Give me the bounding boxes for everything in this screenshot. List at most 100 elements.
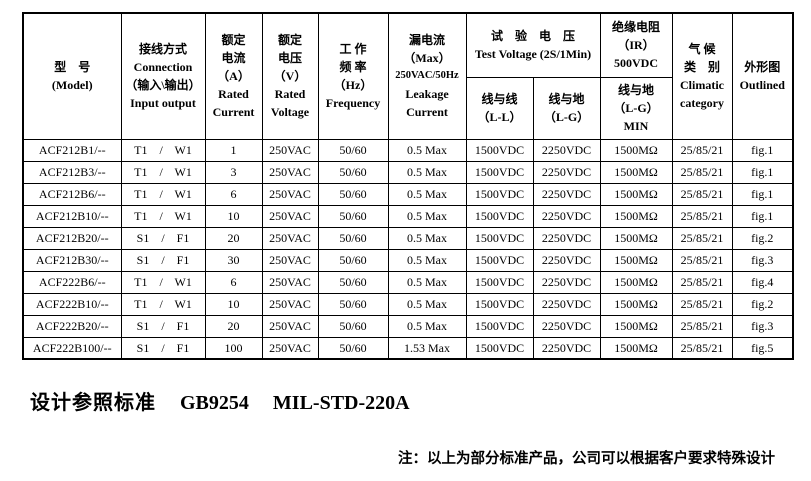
header-line: Rated (274, 87, 306, 102)
table-row: ACF212B20/-- S1 / F1 20 250VAC 50/60 0.5… (22, 226, 794, 250)
connection-cell: T1 / W1 (120, 160, 206, 184)
test-voltage-lg-cell: 2250VDC (532, 138, 601, 162)
header-line: Connection (133, 60, 193, 75)
insulation-resistance-cell: 1500MΩ (599, 270, 673, 294)
insulation-resistance-cell: 1500MΩ (599, 204, 673, 228)
header-line: Climatic (680, 78, 725, 93)
frequency-cell: 50/60 (317, 138, 389, 162)
test-voltage-ll-cell: 1500VDC (465, 182, 534, 206)
test-voltage-ll-cell: 1500VDC (465, 292, 534, 316)
climatic-cell: 25/85/21 (671, 248, 733, 272)
test-voltage-ll-cell: 1500VDC (465, 226, 534, 250)
header-line: 工 作 (339, 42, 367, 57)
design-standards-line: 设计参照标准 GB9254 MIL-STD-220A (30, 386, 410, 415)
header-insulation-resistance: 绝缘电阻 （IR） 500VDC (599, 12, 673, 78)
insulation-resistance-cell: 1500MΩ (599, 138, 673, 162)
climatic-cell: 25/85/21 (671, 270, 733, 294)
rated-voltage-cell: 250VAC (261, 292, 319, 316)
header-line: 线与地 (618, 83, 655, 97)
header-line: 线与线 (481, 92, 518, 106)
insulation-resistance-cell: 1500MΩ (599, 336, 673, 360)
figure-cell: fig.1 (731, 182, 794, 206)
table-row: ACF212B1/-- T1 / W1 1 250VAC 50/60 0.5 M… (22, 138, 794, 162)
frequency-cell: 50/60 (317, 248, 389, 272)
leakage-cell: 0.5 Max (387, 314, 467, 338)
header-line: (Model) (51, 78, 93, 93)
climatic-cell: 25/85/21 (671, 138, 733, 162)
insulation-resistance-cell: 1500MΩ (599, 314, 673, 338)
header-line-to-line: 线与线 （L-L） (465, 76, 534, 140)
leakage-cell: 0.5 Max (387, 270, 467, 294)
climatic-cell: 25/85/21 (671, 204, 733, 228)
rated-voltage-cell: 250VAC (261, 138, 319, 162)
rated-voltage-cell: 250VAC (261, 204, 319, 228)
connection-cell: S1 / F1 (120, 248, 206, 272)
leakage-cell: 0.5 Max (387, 248, 467, 272)
rated-voltage-cell: 250VAC (261, 182, 319, 206)
header-test-voltage: 试 验 电 压 Test Voltage (2S/1Min) (465, 12, 601, 78)
figure-cell: fig.2 (731, 226, 794, 250)
header-rated-voltage: 额定 电压 （V） Rated Voltage (261, 12, 319, 140)
test-voltage-lg-cell: 2250VDC (532, 226, 601, 250)
header-line-to-ground: 线与地 （L-G） (532, 76, 601, 140)
rated-current-cell: 30 (204, 248, 263, 272)
test-voltage-ll-cell: 1500VDC (465, 160, 534, 184)
rated-voltage-cell: 250VAC (261, 336, 319, 360)
header-line: （L-L） (477, 110, 522, 124)
frequency-cell: 50/60 (317, 292, 389, 316)
spec-table: 型 号 (Model) 接线方式 Connection （输入\输出） Inpu… (22, 12, 795, 360)
leakage-cell: 0.5 Max (387, 204, 467, 228)
model-cell: ACF222B6/-- (22, 270, 122, 294)
connection-cell: T1 / W1 (120, 292, 206, 316)
header-line: 500VDC (614, 56, 659, 71)
rated-current-cell: 1 (204, 138, 263, 162)
leakage-cell: 0.5 Max (387, 160, 467, 184)
table-row: ACF222B20/-- S1 / F1 20 250VAC 50/60 0.5… (22, 314, 794, 338)
connection-cell: T1 / W1 (120, 204, 206, 228)
rated-current-cell: 6 (204, 182, 263, 206)
header-line: 试 验 电 压 (491, 29, 576, 44)
header-line: 电流 (221, 51, 246, 66)
test-voltage-lg-cell: 2250VDC (532, 160, 601, 184)
figure-cell: fig.4 (731, 270, 794, 294)
figure-cell: fig.3 (731, 248, 794, 272)
table-row: ACF222B100/-- S1 / F1 100 250VAC 50/60 1… (22, 336, 794, 360)
figure-cell: fig.1 (731, 138, 794, 162)
model-cell: ACF222B20/-- (22, 314, 122, 338)
leakage-cell: 0.5 Max (387, 292, 467, 316)
table-row: ACF212B30/-- S1 / F1 30 250VAC 50/60 0.5… (22, 248, 794, 272)
leakage-cell: 0.5 Max (387, 138, 467, 162)
leakage-cell: 0.5 Max (387, 226, 467, 250)
model-cell: ACF212B10/-- (22, 204, 122, 228)
frequency-cell: 50/60 (317, 182, 389, 206)
header-line: （IR） (617, 38, 655, 53)
header-line: 频 率 (339, 60, 367, 75)
test-voltage-lg-cell: 2250VDC (532, 336, 601, 360)
frequency-cell: 50/60 (317, 160, 389, 184)
header-rated-current: 额定 电流 （A） Rated Current (204, 12, 263, 140)
leakage-cell: 0.5 Max (387, 182, 467, 206)
connection-cell: S1 / F1 (120, 336, 206, 360)
design-standards-label: 设计参照标准 (30, 392, 156, 414)
test-voltage-ll-cell: 1500VDC (465, 270, 534, 294)
figure-cell: fig.5 (731, 336, 794, 360)
climatic-cell: 25/85/21 (671, 314, 733, 338)
header-line: category (680, 96, 724, 111)
frequency-cell: 50/60 (317, 226, 389, 250)
header-line: Voltage (270, 105, 310, 120)
rated-voltage-cell: 250VAC (261, 270, 319, 294)
rated-current-cell: 20 (204, 314, 263, 338)
header-ir-line-to-ground: 线与地 （L-G） MIN (599, 76, 673, 140)
header-line: （A） (217, 69, 250, 84)
header-line: 250VAC/50Hz (395, 70, 459, 82)
test-voltage-lg-cell: 2250VDC (532, 270, 601, 294)
test-voltage-lg-cell: 2250VDC (532, 314, 601, 338)
frequency-cell: 50/60 (317, 336, 389, 360)
figure-cell: fig.1 (731, 160, 794, 184)
header-line: 额定 (221, 33, 246, 48)
figure-cell: fig.1 (731, 204, 794, 228)
header-line: 气 候 (688, 42, 716, 57)
header-line: （输入\输出） (125, 78, 201, 93)
rated-voltage-cell: 250VAC (261, 160, 319, 184)
header-model: 型 号 (Model) (22, 12, 122, 140)
